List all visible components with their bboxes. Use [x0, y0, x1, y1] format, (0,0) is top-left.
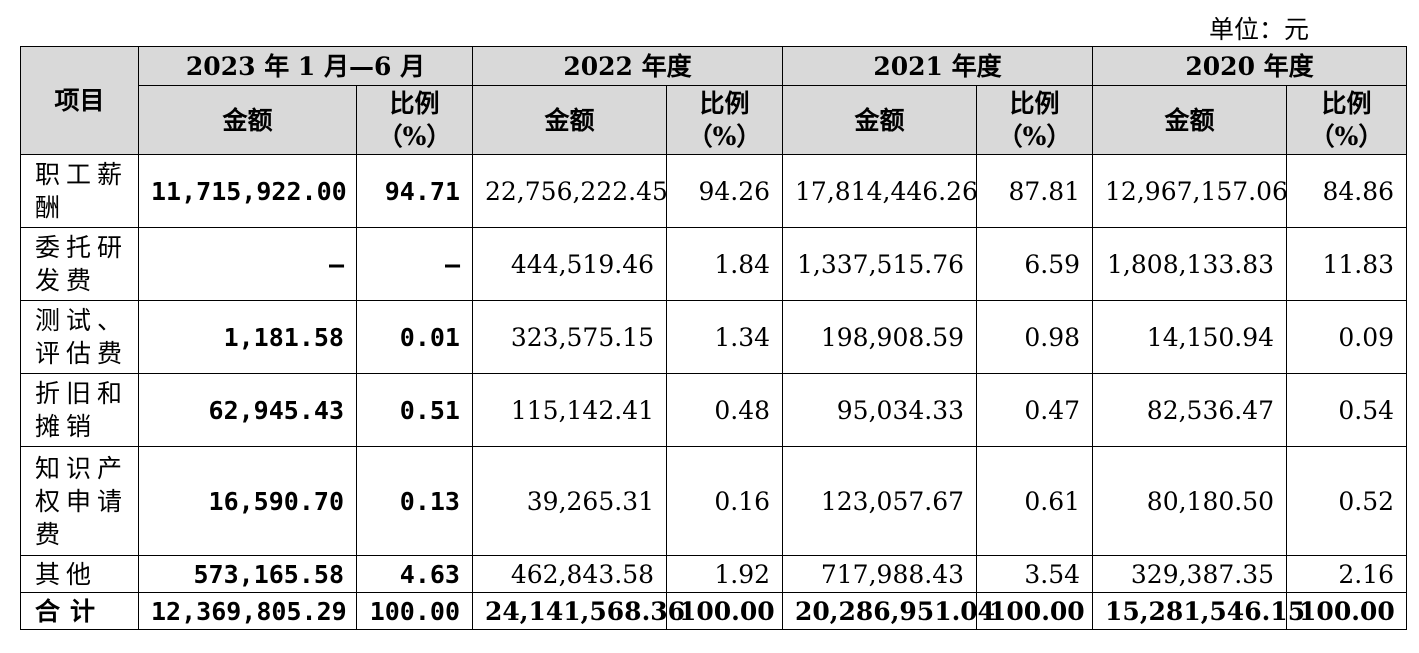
- ratio-cell: 100.00: [1286, 592, 1408, 630]
- amount-cell: 39,265.31: [472, 446, 667, 556]
- amount-cell: 15,281,546.15: [1092, 592, 1305, 630]
- amount-cell: –: [138, 227, 357, 301]
- amount-cell: 329,387.35: [1092, 555, 1288, 593]
- amount-cell: 123,057.67: [782, 446, 978, 556]
- row-label: 测试、评估费: [20, 300, 139, 374]
- ratio-cell: 4.63: [356, 555, 473, 593]
- header-item: 项目: [20, 46, 139, 155]
- ratio-cell: 0.01: [356, 300, 473, 374]
- amount-cell: 24,141,568.36: [472, 592, 685, 630]
- table-row: 职工薪酬 11,715,922.00 94.71 22,756,222.45 94.26…: [20, 154, 1408, 228]
- ratio-cell: 87.81: [976, 154, 1094, 228]
- ratio-cell: 11.83: [1286, 227, 1408, 301]
- amount-cell: 1,181.58: [138, 300, 357, 374]
- amount-cell: 20,286,951.04: [782, 592, 995, 630]
- header-amount: 金额: [782, 85, 978, 155]
- ratio-cell: 84.86: [1286, 154, 1408, 228]
- row-label: 知识产权申请费: [20, 446, 139, 556]
- header-period-2022: 2022 年度: [471, 46, 784, 86]
- table-row: 折旧和摊销 62,945.43 0.51 115,142.41 0.48 95,034.3…: [20, 373, 1408, 447]
- amount-cell: 17,814,446.26: [782, 154, 978, 228]
- amount-cell: 1,808,133.83: [1092, 227, 1288, 301]
- ratio-cell: 0.13: [356, 446, 473, 556]
- amount-cell: 16,590.70: [138, 446, 357, 556]
- amount-cell: 11,715,922.00: [138, 154, 357, 228]
- amount-cell: 115,142.41: [472, 373, 667, 447]
- ratio-cell: 100.00: [356, 592, 473, 630]
- header-period-2021: 2021 年度: [782, 46, 1094, 86]
- amount-cell: 80,180.50: [1092, 446, 1288, 556]
- ratio-cell: 6.59: [976, 227, 1094, 301]
- row-label: 折旧和摊销: [20, 373, 139, 447]
- ratio-cell: 0.51: [356, 373, 473, 447]
- amount-cell: 573,165.58: [138, 555, 357, 593]
- amount-cell: 14,150.94: [1092, 300, 1288, 374]
- amount-cell: 22,756,222.45: [472, 154, 668, 228]
- ratio-cell: 0.98: [976, 300, 1094, 374]
- header-period-2020: 2020 年度: [1092, 46, 1408, 86]
- table-row: 测试、评估费 1,181.58 0.01 323,575.15 1.34 198,908.…: [20, 300, 1408, 374]
- unit-label: 单位：元: [1208, 15, 1309, 44]
- ratio-cell: –: [356, 227, 473, 301]
- table-total-row: 合计 12,369,805.29 100.00 24,141,568.36 100.00…: [20, 592, 1408, 630]
- header-amount: 金额: [138, 85, 357, 155]
- ratio-cell: 1.92: [665, 555, 784, 593]
- row-label: 其他: [20, 555, 139, 593]
- ratio-cell: 0.47: [976, 373, 1094, 447]
- ratio-cell: 0.54: [1286, 373, 1408, 447]
- ratio-cell: 100.00: [976, 592, 1094, 630]
- table-row: 知识产权申请费 16,590.70 0.13 39,265.31 0.16 123,057…: [20, 446, 1408, 556]
- ratio-cell: 1.84: [665, 227, 784, 301]
- header-amount: 金额: [472, 85, 667, 155]
- table-row: 委托研发费 – –444,519.46 1.84 1,337,515.76 6.59 1,8…: [20, 227, 1408, 301]
- header-period-2023h1: 2023 年 1 月—6 月: [138, 46, 473, 86]
- ratio-cell: 3.54: [976, 555, 1094, 593]
- ratio-cell: 0.61: [976, 446, 1094, 556]
- amount-cell: 82,536.47: [1092, 373, 1288, 447]
- amount-cell: 462,843.58: [472, 555, 667, 593]
- amount-cell: 95,034.33: [782, 373, 978, 447]
- amount-cell: 323,575.15: [472, 300, 667, 374]
- header-ratio: 比例（%）: [1286, 85, 1408, 155]
- header-ratio: 比例（%）: [665, 85, 784, 155]
- ratio-cell: 94.71: [356, 154, 473, 228]
- ratio-cell: 0.52: [1286, 446, 1408, 556]
- rd-expense-table: 项目 2023 年 1 月—6 月 2022 年度 2021 年度 2020 年…: [20, 46, 1408, 630]
- amount-cell: 198,908.59: [782, 300, 978, 374]
- table-row: 其他 573,165.58 4.63 462,843.58 1.92 717,988.43…: [20, 555, 1408, 593]
- row-label: 委托研发费: [20, 227, 139, 301]
- amount-cell: 62,945.43: [138, 373, 357, 447]
- amount-cell: 1,337,515.76: [782, 227, 978, 301]
- ratio-cell: 1.34: [665, 300, 784, 374]
- ratio-cell: 0.48: [665, 373, 784, 447]
- row-label: 合计: [20, 592, 139, 630]
- ratio-cell: 100.00: [665, 592, 784, 630]
- amount-cell: 444,519.46: [472, 227, 667, 301]
- header-ratio: 比例（%）: [356, 85, 473, 155]
- ratio-cell: 2.16: [1286, 555, 1408, 593]
- amount-cell: 12,369,805.29: [138, 592, 357, 630]
- row-label: 职工薪酬: [20, 154, 139, 228]
- amount-cell: 12,967,157.06: [1092, 154, 1288, 228]
- header-amount: 金额: [1092, 85, 1288, 155]
- header-ratio: 比例（%）: [976, 85, 1094, 155]
- amount-cell: 717,988.43: [782, 555, 978, 593]
- ratio-cell: 94.26: [665, 154, 784, 228]
- ratio-cell: 0.16: [665, 446, 784, 556]
- ratio-cell: 0.09: [1286, 300, 1408, 374]
